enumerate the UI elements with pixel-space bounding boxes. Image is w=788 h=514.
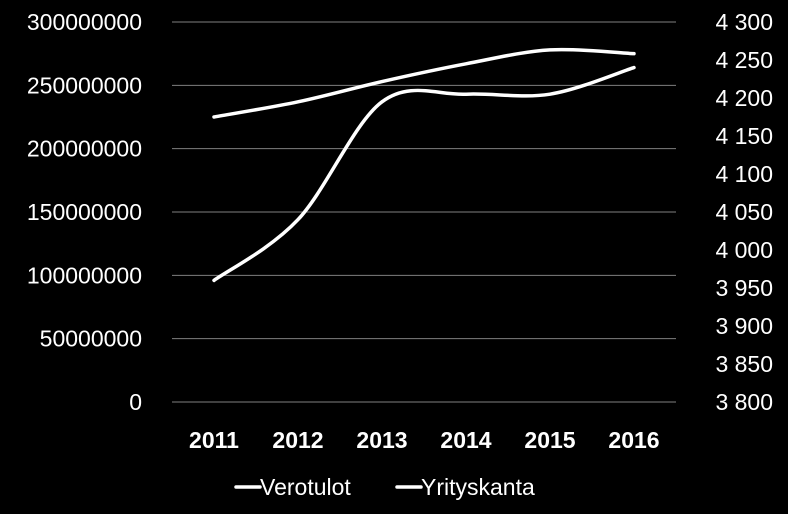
x-tick-label: 2013 — [356, 427, 407, 453]
right-tick-label: 4 200 — [715, 85, 773, 111]
x-tick-label: 2015 — [524, 427, 575, 453]
x-axis-ticks: 2011 2012 2013 2014 2015 2016 — [189, 427, 660, 453]
legend-label: Verotulot — [260, 474, 351, 500]
series-line-yrityskanta — [212, 65, 636, 283]
x-tick-label: 2011 — [189, 427, 239, 453]
right-tick-label: 4 150 — [715, 123, 773, 149]
left-axis-ticks: 0 50000000 100000000 150000000 200000000 2500… — [27, 9, 142, 415]
right-tick-label: 4 000 — [715, 237, 773, 263]
x-tick-label: 2016 — [608, 427, 659, 453]
left-tick-label: 100000000 — [27, 262, 142, 288]
right-tick-label: 4 300 — [715, 9, 773, 35]
x-tick-label: 2014 — [440, 427, 491, 453]
x-tick-label: 2012 — [272, 427, 323, 453]
left-tick-label: 150000000 — [27, 199, 142, 225]
legend: Verotulot Yrityskanta — [234, 474, 535, 500]
right-tick-label: 3 850 — [715, 351, 773, 377]
series-lines — [212, 47, 636, 283]
legend-label: Yrityskanta — [421, 474, 535, 500]
right-axis-ticks: 3 800 3 850 3 900 3 950 4 000 4 050 4 100 4 150… — [715, 9, 773, 415]
right-tick-label: 4 100 — [715, 161, 773, 187]
left-tick-label: 200000000 — [27, 136, 142, 162]
right-tick-label: 3 950 — [715, 275, 773, 301]
left-tick-label: 250000000 — [27, 72, 142, 98]
series-line-verotulot — [212, 47, 636, 119]
left-tick-label: 0 — [129, 389, 142, 415]
left-tick-label: 50000000 — [40, 326, 142, 352]
left-tick-label: 300000000 — [27, 9, 142, 35]
right-tick-label: 3 800 — [715, 389, 773, 415]
right-tick-label: 4 250 — [715, 47, 773, 73]
gridlines — [172, 21, 676, 403]
right-tick-label: 3 900 — [715, 313, 773, 339]
right-tick-label: 4 050 — [715, 199, 773, 225]
